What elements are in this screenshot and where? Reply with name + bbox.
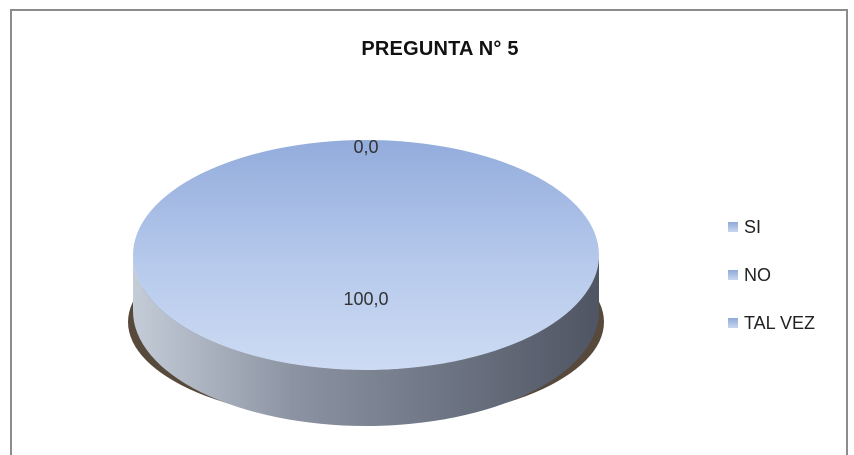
pie-slice-si[interactable] <box>133 140 599 370</box>
legend-swatch-tal-vez <box>728 318 738 328</box>
chart-title: PREGUNTA N° 5 <box>361 38 519 60</box>
legend-label-tal-vez: TAL VEZ <box>744 312 816 333</box>
legend-item-si: SI <box>728 203 815 251</box>
legend-label-si: SI <box>744 216 762 237</box>
pie-slice-side <box>133 255 599 426</box>
legend-swatch-si <box>728 222 738 232</box>
legend-item-no: NO <box>728 251 815 299</box>
legend-label-no: NO <box>744 264 771 285</box>
data-label-si: 100,0 <box>343 289 388 309</box>
legend-swatch-no <box>728 270 738 280</box>
data-label-no: 0,0 <box>353 137 378 157</box>
legend: SI NO TAL VEZ <box>728 203 815 347</box>
legend-item-tal-vez: TAL VEZ <box>728 299 815 347</box>
